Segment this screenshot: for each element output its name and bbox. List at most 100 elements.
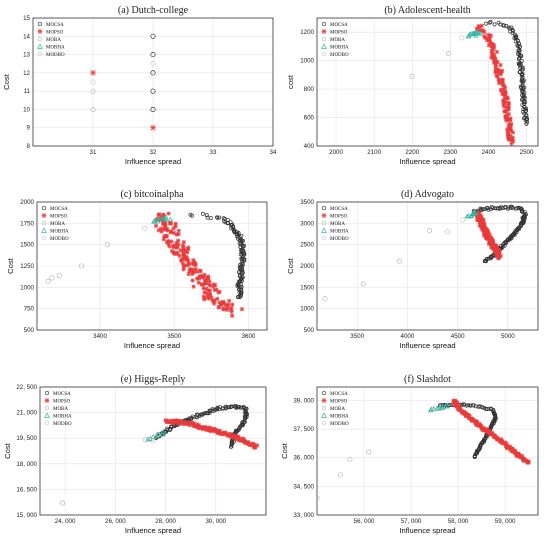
legend-label-modbo: MODBO — [46, 53, 65, 58]
point-mopso — [214, 287, 219, 292]
y-axis-label: Cost — [280, 442, 289, 459]
point-moba — [322, 296, 328, 302]
series-mopso — [90, 69, 156, 131]
point-mocsa — [516, 56, 521, 61]
point-mocsa — [239, 233, 244, 238]
point-mobha — [444, 403, 451, 409]
point-mocsa — [150, 70, 156, 76]
legend-marker-mopso — [321, 398, 327, 403]
x-tick-label: 28, 000 — [155, 518, 176, 525]
series-moba — [322, 228, 451, 302]
chart-title: (f) Slashdot — [404, 374, 451, 385]
point-mopso — [202, 290, 207, 295]
point-mopso — [197, 276, 202, 281]
point-mocsa — [519, 223, 524, 228]
point-mobha — [427, 407, 434, 413]
point-mopso — [497, 251, 502, 256]
point-mocsa — [217, 215, 222, 220]
point-mocsa — [150, 52, 156, 58]
point-mocsa — [488, 407, 493, 412]
point-mopso — [204, 280, 209, 285]
point-mopso — [494, 49, 500, 55]
subplot-higgs-reply: (e) Higgs-Reply 24, 000 26, 000 28, 000 30, … — [3, 374, 267, 535]
series-mocsa — [188, 211, 247, 300]
point-mobha — [477, 30, 484, 36]
legend-marker-mopso — [41, 213, 47, 218]
point-mocsa — [481, 207, 486, 212]
point-mopso — [176, 238, 181, 243]
point-modbo — [155, 432, 161, 438]
x-tick-label: 31 — [90, 149, 97, 156]
y-tick-label: 15 — [23, 15, 30, 22]
point-mopso — [500, 81, 505, 86]
y-tick-label: 18, 000 — [16, 461, 37, 468]
point-mopso — [204, 286, 209, 291]
legend-label-mocsa: MOCSA — [50, 207, 68, 212]
chart-title: (e) Higgs-Reply — [121, 374, 186, 385]
point-mocsa — [240, 238, 245, 243]
x-tick-label: 2100 — [367, 149, 381, 156]
legend-marker-modbo — [321, 235, 327, 241]
point-mobha — [470, 211, 477, 216]
y-tick-label: 15, 000 — [16, 512, 37, 519]
point-mopso — [239, 307, 245, 312]
y-tick-label: 21, 000 — [16, 410, 37, 417]
y-tick-label: 36, 000 — [293, 455, 314, 462]
legend-label-mocsa: MOCSA — [46, 23, 64, 28]
point-mopso — [192, 260, 197, 265]
y-tick-label: 16, 500 — [16, 486, 37, 493]
point-mopso — [503, 114, 508, 119]
legend-label-mobha: MOBHA — [330, 414, 349, 419]
y-axis-label: cost — [286, 74, 295, 89]
series-modbo — [90, 61, 156, 85]
series-moba — [317, 449, 372, 501]
point-mocsa — [242, 418, 247, 423]
legend-marker-mobha — [321, 227, 327, 233]
legend-label-moba: MOBA — [330, 222, 345, 227]
legend-marker-mobha — [37, 43, 43, 49]
y-tick-label: 8 — [27, 143, 31, 150]
legend-marker-mocsa — [321, 390, 327, 396]
x-axis-label: Influence spread — [125, 157, 181, 166]
point-mocsa — [521, 94, 526, 99]
point-mopso — [90, 69, 96, 76]
y-tick-label: 12 — [23, 70, 30, 77]
legend-label-moba: MOBA — [330, 407, 345, 412]
series-modbo — [459, 35, 465, 41]
point-mopso — [168, 221, 174, 226]
point-mopso — [506, 107, 511, 112]
point-mopso — [176, 242, 181, 247]
point-mopso — [490, 51, 495, 56]
point-mopso — [504, 118, 509, 123]
point-mopso — [494, 68, 499, 74]
point-mocsa — [239, 285, 244, 290]
subplot-adolescent-health: (b) Adolescent-health 2000 2100 2200 2300 240… — [286, 5, 539, 166]
point-mocsa — [520, 65, 525, 70]
point-mocsa — [237, 241, 242, 246]
point-mocsa — [229, 440, 234, 445]
legend-label-mobha: MOBHA — [50, 229, 69, 234]
legend-marker-mocsa — [37, 21, 43, 27]
legend-label-modbo: MODBO — [50, 237, 69, 242]
y-tick-label: 1000 — [300, 58, 314, 65]
point-mocsa — [150, 106, 156, 112]
series-mopso — [474, 210, 503, 261]
series-mocsa — [484, 19, 530, 126]
y-tick-label: 3500 — [300, 199, 314, 206]
legend-label-mocsa: MOCSA — [330, 392, 348, 397]
point-moba — [104, 242, 111, 248]
point-mocsa — [462, 402, 467, 407]
y-tick-label: 34, 500 — [293, 483, 314, 490]
y-tick-label: 9 — [27, 125, 31, 132]
x-tick-label: 30, 000 — [205, 518, 226, 525]
point-mopso — [164, 234, 169, 239]
point-mocsa — [201, 211, 205, 216]
point-modbo — [142, 225, 148, 232]
point-mopso — [186, 258, 191, 264]
y-tick-label: 3000 — [300, 220, 314, 227]
x-tick-label: 24, 000 — [55, 518, 76, 525]
y-tick-label: 750 — [24, 306, 35, 313]
point-mopso — [178, 248, 183, 253]
series-mopso — [451, 398, 531, 465]
point-mopso — [179, 257, 184, 263]
